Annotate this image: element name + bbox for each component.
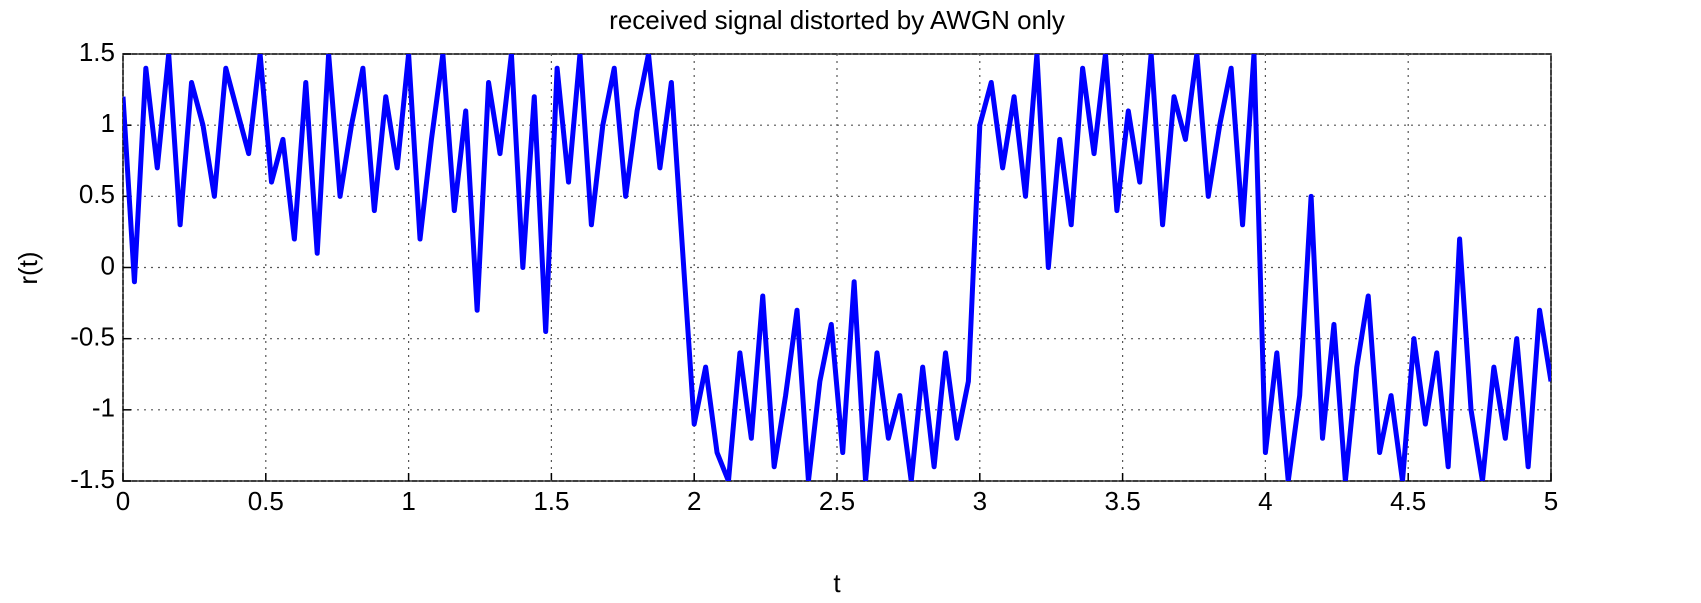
x-tick-label: 4.5 [1390, 486, 1426, 516]
y-tick-label: -1 [92, 393, 115, 423]
x-axis-label: t [833, 568, 841, 598]
y-axis-label: r(t) [13, 251, 43, 284]
chart-title: received signal distorted by AWGN only [609, 5, 1065, 35]
x-tick-label: 0 [116, 486, 130, 516]
y-tick-label: -1.5 [70, 464, 115, 494]
x-tick-label: 5 [1544, 486, 1558, 516]
x-tick-label: 1 [401, 486, 415, 516]
x-tick-label: 2.5 [819, 486, 855, 516]
y-tick-label: 0 [101, 250, 115, 280]
x-tick-label: 3 [973, 486, 987, 516]
y-tick-label: 1.5 [79, 37, 115, 67]
x-tick-label: 3.5 [1105, 486, 1141, 516]
y-tick-label: -0.5 [70, 322, 115, 352]
x-tick-label: 1.5 [533, 486, 569, 516]
x-tick-label: 2 [687, 486, 701, 516]
signal-line [123, 54, 1551, 481]
x-tick-label: 0.5 [248, 486, 284, 516]
y-tick-label: 1 [101, 108, 115, 138]
y-tick-label: 0.5 [79, 179, 115, 209]
x-tick-label: 4 [1258, 486, 1272, 516]
